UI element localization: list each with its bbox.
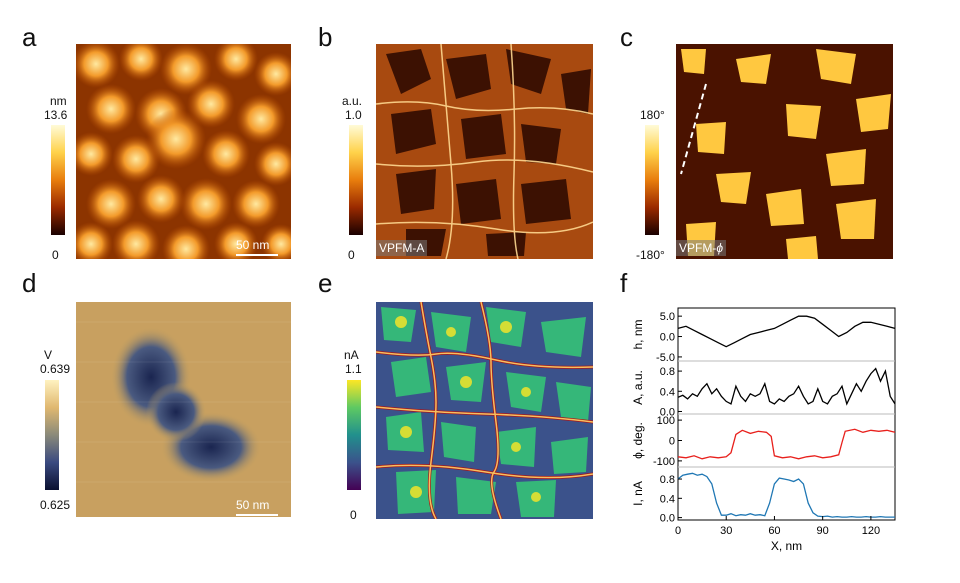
y-tick-label: 0.4 [660, 493, 675, 505]
y-tick-label: 100 [657, 415, 675, 427]
x-tick-label: 90 [817, 525, 829, 537]
cb-e-min: 0 [350, 508, 357, 522]
series-line [677, 472, 895, 518]
cb-e-unit: nA [344, 348, 359, 362]
cb-c-max: 180° [640, 108, 665, 122]
y-axis-label: A, a.u. [631, 370, 645, 405]
y-tick-label: -5.0 [656, 352, 675, 364]
x-tick-label: 0 [675, 525, 681, 537]
cb-b-max: 1.0 [345, 108, 362, 122]
y-axis-label: ϕ, deg. [631, 422, 645, 459]
y-tick-label: 0.4 [660, 386, 675, 398]
cb-a-unit: nm [50, 94, 67, 108]
scalebar-a [236, 254, 278, 256]
y-tick-label: 0.8 [660, 474, 675, 486]
panel-letter-b: b [318, 22, 333, 52]
panel-letter-c: c [620, 22, 633, 52]
subplot-frame [677, 466, 896, 521]
colorbar-c [645, 125, 659, 235]
y-axis-label: I, nA [631, 481, 645, 506]
colorbar-b [349, 125, 363, 235]
cb-d-max: 0.639 [40, 362, 71, 376]
vpfm-phi-tag: VPFM-ϕ [676, 240, 727, 256]
y-tick-label: 0.8 [660, 366, 675, 378]
vpfm-amplitude-image: VPFM-A [376, 44, 593, 259]
subplot-frame [677, 307, 896, 362]
colorbar-a [51, 125, 65, 235]
topography-image: 50 nm [76, 44, 291, 259]
y-axis-label: h, nm [631, 319, 645, 349]
cb-b-min: 0 [348, 248, 355, 262]
scalebar-d [236, 514, 278, 516]
colorbar-d [45, 380, 59, 490]
current-map [376, 302, 593, 519]
x-tick-label: 30 [720, 525, 732, 537]
potential-map [76, 302, 291, 517]
y-tick-label: 0.0 [660, 406, 675, 418]
cb-a-max: 13.6 [44, 108, 68, 122]
panel-letter-d: d [22, 268, 37, 298]
vpfm-phi-tag-symbol: ϕ [716, 241, 724, 255]
cb-b-unit: a.u. [342, 94, 363, 108]
potential-image: 50 nm [76, 302, 291, 517]
series-line [677, 428, 896, 460]
y-tick-label: 0.0 [660, 513, 675, 525]
amplitude-domains [376, 44, 593, 259]
x-tick-label: 60 [768, 525, 780, 537]
cb-e-max: 1.1 [345, 362, 362, 376]
panel-letter-e: e [318, 268, 333, 298]
series-line [677, 315, 896, 348]
scalebar-d-label: 50 nm [236, 498, 270, 512]
y-tick-label: 0 [669, 436, 675, 448]
profile-line [680, 83, 707, 175]
panel-letter-a: a [22, 22, 37, 52]
vpfm-a-tag: VPFM-A [376, 240, 428, 256]
y-tick-label: 0.0 [660, 332, 675, 344]
series-line [677, 367, 896, 406]
phase-domains [676, 44, 893, 259]
profile-plots: 5.0 0.0 -5.0 h, nm 0.8 0.4 0.0 A, a.u. 100 0 -100 ϕ… [631, 307, 896, 553]
vpfm-phi-tag-prefix: VPFM- [679, 241, 717, 255]
x-axis-label: X, nm [771, 539, 802, 553]
panel-letter-f: f [620, 268, 628, 298]
x-tick-label: 120 [862, 525, 880, 537]
cb-d-min: 0.625 [40, 498, 71, 512]
colorbar-e [347, 380, 361, 490]
y-tick-label: -100 [653, 456, 675, 468]
scalebar-a-label: 50 nm [236, 238, 270, 252]
vpfm-phase-image: VPFM-ϕ [676, 44, 893, 259]
cb-a-min: 0 [52, 248, 59, 262]
subplot-frame [677, 413, 896, 468]
cb-d-unit: V [44, 348, 53, 362]
y-tick-label: 5.0 [660, 311, 675, 323]
current-image [376, 302, 593, 519]
cb-c-min: -180° [636, 248, 665, 262]
topography-grains [76, 44, 291, 259]
